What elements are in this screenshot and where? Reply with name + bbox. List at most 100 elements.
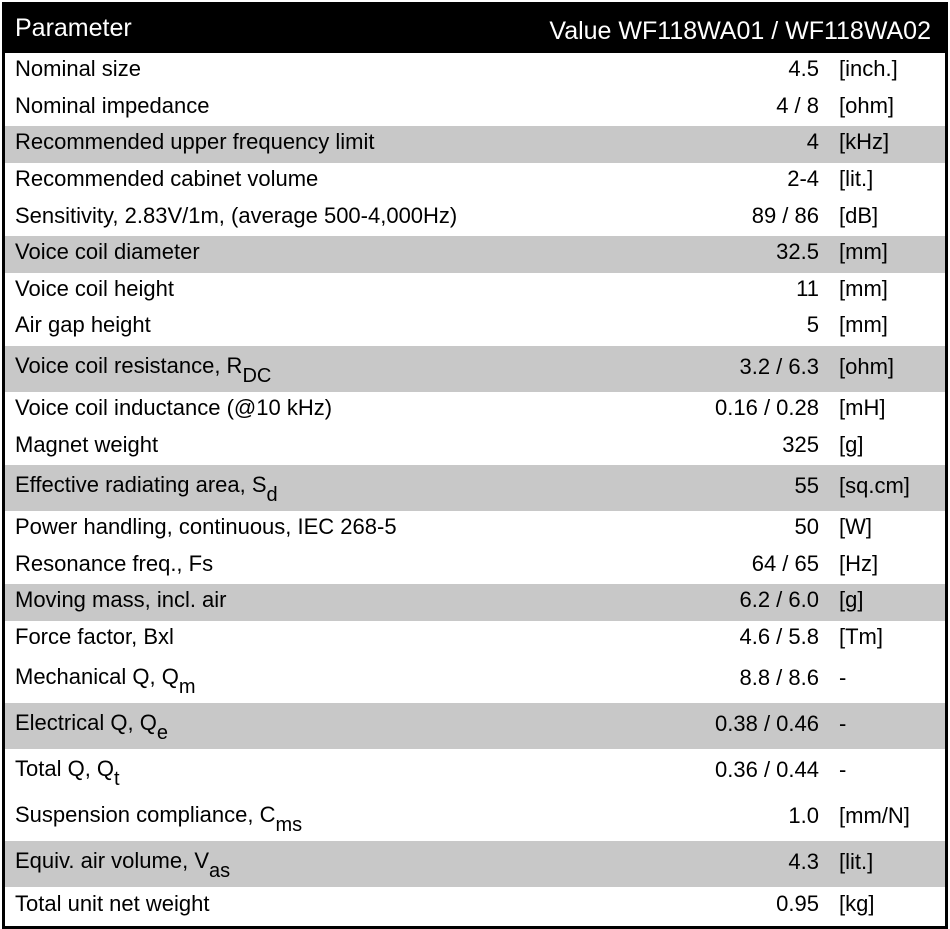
value-cell: 8.8 / 8.6 <box>739 665 819 691</box>
table-row: Nominal impedance 4 / 8 [ohm] <box>5 90 945 127</box>
parameter-text: Voice coil resistance, R <box>15 352 243 378</box>
unit-cell: [g] <box>839 587 864 613</box>
header-cell: Value WF118WA01 / WF118WA02 <box>549 17 931 45</box>
unit-cell: [sq.cm] <box>839 472 910 498</box>
parameter-subscript: e <box>156 722 168 745</box>
value-cell: 0.36 / 0.44 <box>715 757 819 783</box>
parameter-text: Suspension compliance, C <box>15 802 276 828</box>
table-row: Force factor, Bxl 4.6 / 5.8 [Tm] <box>5 621 945 658</box>
parameter-cell: Recommended cabinet volume <box>15 165 319 191</box>
unit-cell: [ohm] <box>839 353 895 379</box>
table-row: Mechanical Q, Qm 8.8 / 8.6- <box>5 657 945 703</box>
table-row: Voice coil inductance (@10 kHz) 0.16 / 0.… <box>5 392 945 429</box>
table-row: Effective radiating area, Sd 55 [sq.cm] <box>5 464 945 511</box>
parameter-cell: Electrical Q, Qe <box>15 710 168 743</box>
parameter-cell: Force factor, Bxl <box>15 623 174 649</box>
value-cell: 5 <box>806 312 819 338</box>
parameter-cell: Total unit net weight <box>15 890 210 916</box>
parameter-subscript: d <box>266 483 278 506</box>
value-cell: 4.3 <box>788 849 819 875</box>
unit-cell: [kHz] <box>839 129 890 155</box>
value-cell: 4 <box>806 129 819 155</box>
value-cell: 64 / 65 <box>751 550 819 576</box>
table-row: Recommended cabinet volume 2-4 [lit.] <box>5 163 945 200</box>
unit-cell: - <box>839 757 847 783</box>
unit-cell: [dB] <box>839 202 879 228</box>
value-cell: 0.38 / 0.46 <box>715 711 819 737</box>
parameter-cell: Voice coil inductance (@10 kHz) <box>15 394 333 420</box>
value-cell: 2-4 <box>787 165 819 191</box>
value-cell: 3.2 / 6.3 <box>739 353 819 379</box>
unit-cell: [lit.] <box>839 165 874 191</box>
parameter-subscript: ms <box>275 814 303 837</box>
parameter-cell: Equiv. air volume, Vas <box>15 848 230 881</box>
parameter-cell: Moving mass, incl. air <box>15 587 227 613</box>
parameter-cell: Nominal impedance <box>15 92 210 118</box>
table-row: Nominal size 4.5 [inch.] <box>5 53 945 90</box>
table-row: Equiv. air volume, Vas 4.3 [lit.] <box>5 841 945 888</box>
parameter-text: Equiv. air volume, V <box>15 848 210 874</box>
unit-cell: [mm] <box>839 312 888 338</box>
unit-cell: [W] <box>839 514 872 540</box>
unit-cell: [mm] <box>839 239 888 265</box>
table-row: Total Q, Qt 0.36 / 0.44- <box>5 749 945 795</box>
parameter-cell: Effective radiating area, Sd <box>15 471 278 505</box>
parameter-text: Total Q, Q <box>15 756 115 782</box>
table-row: Recommended upper frequency limit 4 [kHz] <box>5 126 945 163</box>
value-cell: 89 / 86 <box>751 202 819 228</box>
value-cell: 32.5 <box>776 239 819 265</box>
value-cell: 4.5 <box>788 56 819 82</box>
table-row: Sensitivity, 2.83V/1m, (average 500-4,00… <box>5 199 945 236</box>
value-cell: 325 <box>782 431 819 457</box>
table-row: Voice coil diameter 32.5 [mm] <box>5 235 945 273</box>
value-cell: 6.2 / 6.0 <box>739 587 819 613</box>
parameter-cell: Recommended upper frequency limit <box>15 129 375 155</box>
parameter-subscript: DC <box>242 364 272 387</box>
value-cell: 55 <box>794 472 819 498</box>
parameter-subscript: m <box>178 676 196 699</box>
parameter-cell: Sensitivity, 2.83V/1m, (average 500-4,00… <box>15 202 458 228</box>
table-row: Resonance freq., Fs 64 / 65 [Hz] <box>5 548 945 585</box>
value-cell: 1.0 <box>788 803 819 829</box>
unit-cell: [mm/N] <box>839 803 910 829</box>
unit-cell: [inch.] <box>839 56 898 82</box>
parameter-cell: Total Q, Qt <box>15 756 120 789</box>
unit-cell: [kg] <box>839 890 875 916</box>
value-cell: 50 <box>794 514 819 540</box>
header-cell: Parameter <box>15 14 132 42</box>
parameter-cell: Voice coil diameter <box>15 239 200 265</box>
unit-cell: [g] <box>839 431 864 457</box>
table-row: Air gap height 5 [mm] <box>5 309 945 346</box>
table-row: Moving mass, incl. air 6.2 / 6.0 [g] <box>5 584 945 621</box>
parameter-cell: Nominal size <box>15 56 141 82</box>
table-row: Voice coil height 11 [mm] <box>5 273 945 310</box>
parameter-cell: Voice coil height <box>15 275 174 301</box>
table-row: Magnet weight 325 [g] <box>5 428 945 465</box>
table-row: Voice coil resistance, RDC 3.2 / 6.3 [ohm] <box>5 345 945 392</box>
unit-cell: [lit.] <box>839 849 874 875</box>
table-row: Total unit net weight 0.95 [kg] <box>5 887 945 924</box>
value-cell: 4.6 / 5.8 <box>739 623 819 649</box>
unit-cell: - <box>839 711 847 737</box>
value-cell: 4 / 8 <box>776 92 819 118</box>
parameter-cell: Voice coil resistance, RDC <box>15 352 271 386</box>
parameter-text: Mechanical Q, Q <box>15 664 179 690</box>
value-cell: 11 <box>796 275 819 301</box>
table-header: Parameter Value WF118WA01 / WF118WA02 <box>5 5 945 53</box>
unit-cell: - <box>839 665 847 691</box>
parameter-text: Effective radiating area, S <box>15 471 267 497</box>
parameter-cell: Air gap height <box>15 312 151 338</box>
table-row: Electrical Q, Qe 0.38 / 0.46- <box>5 703 945 750</box>
parameter-cell: Mechanical Q, Qm <box>15 664 196 697</box>
parameter-subscript: t <box>114 768 120 791</box>
parameter-cell: Power handling, continuous, IEC 268-5 <box>15 514 397 540</box>
parameter-text: Electrical Q, Q <box>15 710 157 736</box>
unit-cell: [Hz] <box>839 550 879 576</box>
parameter-cell: Resonance freq., Fs <box>15 550 214 576</box>
parameter-cell: Suspension compliance, Cms <box>15 802 302 835</box>
table-row: Suspension compliance, Cms 1.0 [mm/N] <box>5 795 945 841</box>
parameter-cell: Magnet weight <box>15 431 159 457</box>
unit-cell: [Tm] <box>839 623 883 649</box>
